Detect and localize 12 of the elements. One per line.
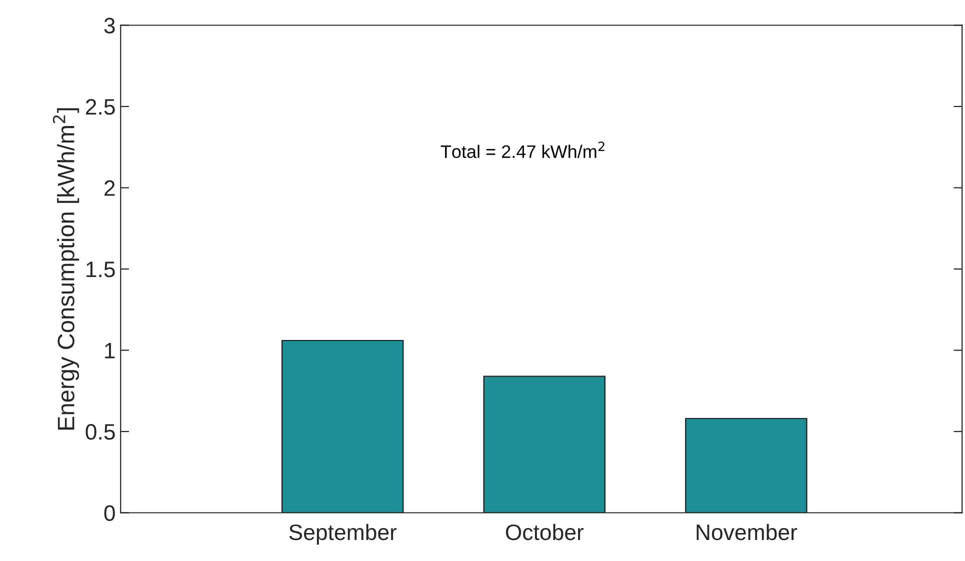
y-tick-label: 2.5 bbox=[86, 99, 115, 115]
y-axis-title: Energy Consumption [kWh/m$^{2}$] bbox=[52, 108, 80, 430]
annotation: Total = 2.47 kWh/m$^{2}$ bbox=[440, 142, 604, 158]
y-tick-label: 2 bbox=[104, 180, 115, 196]
y-tick-label: 1 bbox=[105, 343, 115, 358]
y-tick-label: 0.5 bbox=[86, 424, 115, 440]
x-tick-label: September bbox=[289, 524, 397, 545]
y-tick-label: 1.5 bbox=[86, 262, 115, 278]
x-tick-label: October bbox=[506, 524, 584, 540]
y-tick-label: 3 bbox=[104, 18, 115, 34]
y-tick-label: 0 bbox=[104, 505, 115, 522]
x-tick-label: November bbox=[696, 524, 798, 540]
